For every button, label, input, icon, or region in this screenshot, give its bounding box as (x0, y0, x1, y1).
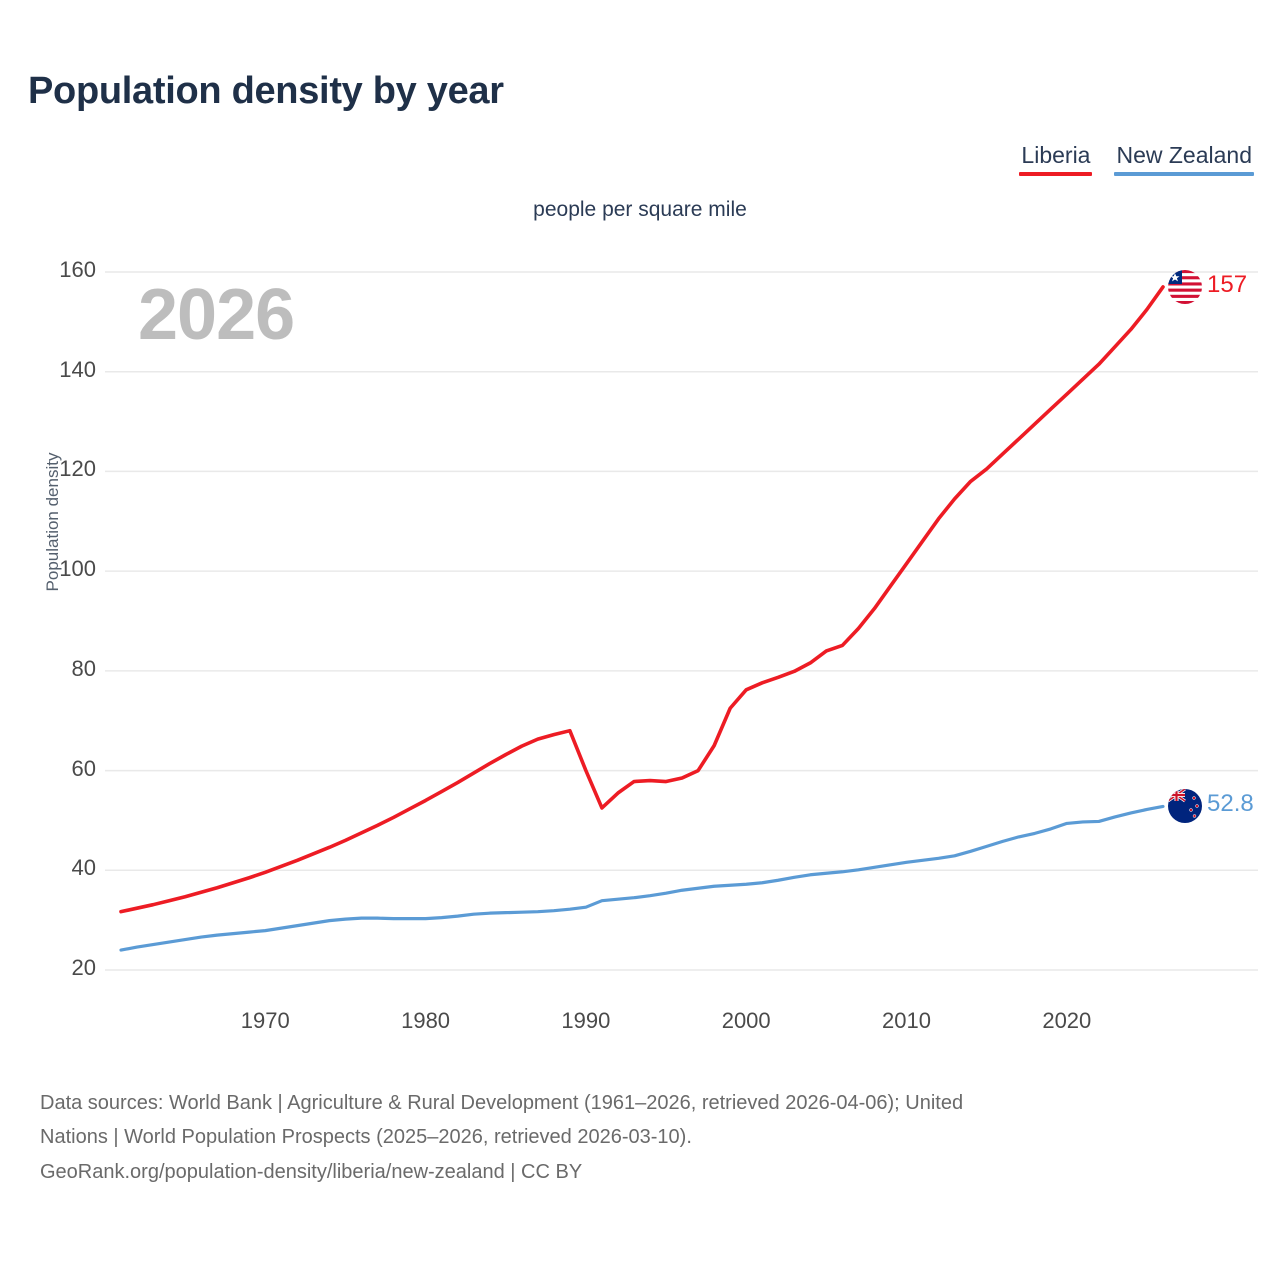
legend-item-new-zealand[interactable]: New Zealand (1114, 142, 1254, 177)
footer-line-3: GeoRank.org/population-density/liberia/n… (40, 1160, 583, 1183)
legend-swatch-new-zealand (1114, 172, 1254, 177)
x-tick-label: 2010 (882, 1008, 931, 1033)
x-tick-label: 1980 (401, 1008, 451, 1033)
y-tick-label: 100 (59, 556, 96, 582)
legend-label-liberia: Liberia (1021, 142, 1091, 168)
legend-swatch-liberia (1019, 172, 1093, 177)
year-watermark: 2026 (138, 275, 295, 355)
liberia-flag-icon (1168, 269, 1202, 304)
footer-line-1: Data sources: World Bank | Agriculture &… (40, 1092, 964, 1114)
chart-plot-area (105, 271, 1258, 971)
y-tick-label: 160 (59, 257, 96, 282)
new-zealand-flag-icon (1168, 789, 1202, 824)
legend-label-new-zealand: New Zealand (1116, 142, 1252, 168)
chart-subtitle: people per square mile (533, 198, 747, 221)
series-line-new-zealand (119, 804, 1165, 952)
y-tick-label: 20 (71, 955, 96, 980)
y-tick-label: 40 (71, 855, 96, 881)
y-tick-label: 80 (71, 655, 96, 681)
liberia-end-value: 157 (1207, 270, 1248, 298)
footer-line-2: Nations | World Population Prospects (20… (40, 1126, 692, 1149)
x-tick-label: 1970 (240, 1008, 290, 1033)
x-tick-label: 2020 (1042, 1008, 1092, 1033)
y-tick-label: 60 (71, 755, 96, 781)
x-tick-label: 1990 (561, 1008, 611, 1033)
x-tick-label: 2000 (721, 1008, 771, 1033)
legend-item-liberia[interactable]: Liberia (1019, 142, 1093, 177)
y-tick-label: 140 (59, 356, 96, 382)
legend: Liberia New Zealand (1019, 142, 1254, 177)
series-line-liberia (119, 285, 1165, 914)
new-zealand-end-value: 52.8 (1207, 790, 1254, 818)
footer-sources: Data sources: World Bank | Agriculture &… (40, 1086, 1255, 1189)
y-tick-label: 120 (59, 456, 96, 482)
page-title: Population density by year (28, 70, 504, 112)
